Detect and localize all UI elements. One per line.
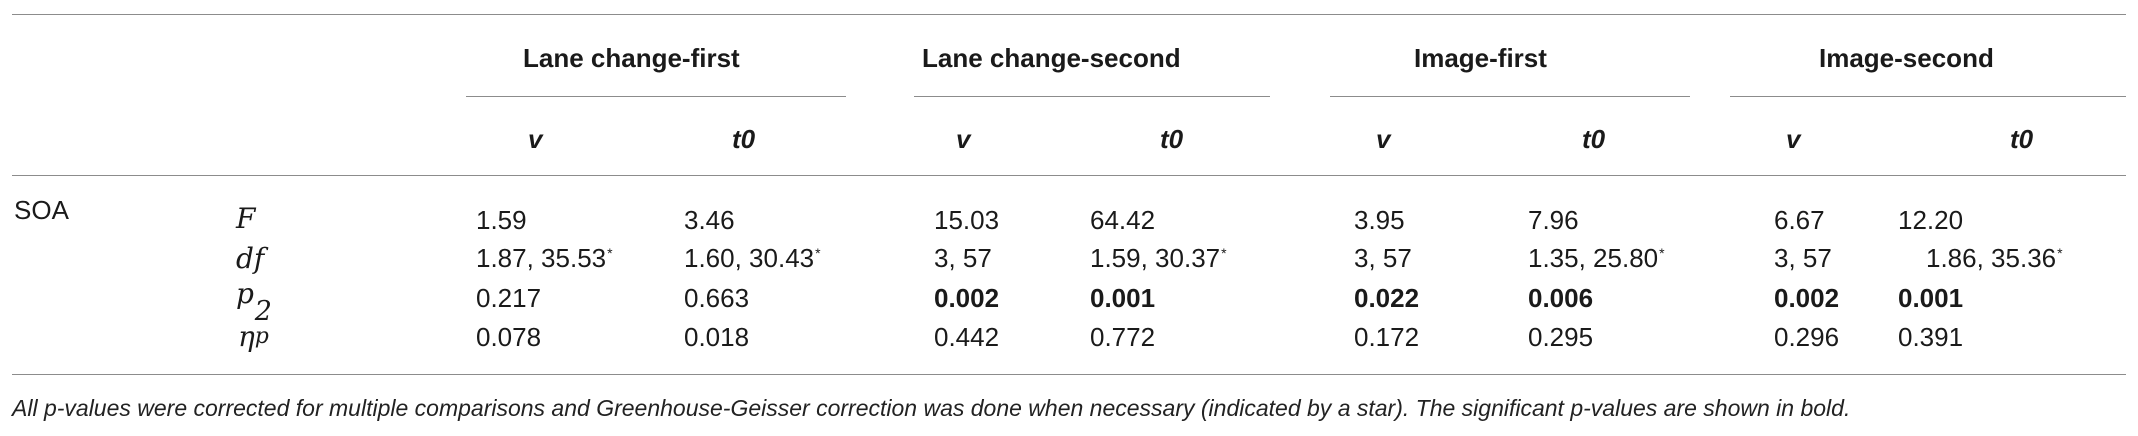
correction-star: * <box>1221 245 1227 261</box>
eta-value: 0.391 <box>1898 322 1964 352</box>
f-value: 1.59 <box>476 205 527 235</box>
p-value-significant: 0.006 <box>1528 283 1594 313</box>
top-rule <box>12 14 2126 15</box>
subheader-t0: t0 <box>2010 124 2034 154</box>
correction-star: * <box>2057 245 2063 261</box>
subheader-v: v <box>1786 124 1801 154</box>
correction-star: * <box>815 245 821 261</box>
table-footnote: All p-values were corrected for multiple… <box>12 395 1851 421</box>
stat-label-df: df <box>236 242 265 275</box>
df-value: 1.59, 30.37* <box>1090 243 1227 273</box>
bottom-rule <box>12 374 2126 375</box>
df-value: 1.60, 30.43* <box>684 243 821 273</box>
f-value: 12.20 <box>1898 205 1964 235</box>
subheader-t0: t0 <box>1582 124 1606 154</box>
eta-value: 0.772 <box>1090 322 1156 352</box>
row-label-soa: SOA <box>14 195 69 225</box>
subheader-v: v <box>956 124 971 154</box>
p-value: 0.663 <box>684 283 750 313</box>
stat-label-p: p <box>236 277 254 310</box>
df-value: 3, 57 <box>934 243 992 273</box>
df-value: 1.35, 25.80* <box>1528 243 1665 273</box>
header-rule <box>12 175 2126 176</box>
eta-symbol: η <box>238 320 255 353</box>
p-value-significant: 0.022 <box>1354 283 1420 313</box>
group-header-lane-change-second: Lane change-second <box>922 43 1181 73</box>
eta-value: 0.442 <box>934 322 1000 352</box>
p-value-significant: 0.001 <box>1090 283 1156 313</box>
group-header-lane-change-first: Lane change-first <box>523 43 740 73</box>
eta-value: 0.078 <box>476 322 542 352</box>
f-value: 3.46 <box>684 205 735 235</box>
p-value-significant: 0.002 <box>1774 283 1840 313</box>
p-value: 0.217 <box>476 283 542 313</box>
eta-value: 0.295 <box>1528 322 1594 352</box>
eta-value: 0.018 <box>684 322 750 352</box>
group-rule-image-second <box>1730 96 2126 97</box>
df-value: 1.87, 35.53* <box>476 243 613 273</box>
correction-star: * <box>1659 245 1665 261</box>
f-value: 3.95 <box>1354 205 1405 235</box>
eta-value: 0.296 <box>1774 322 1840 352</box>
group-rule-image-first <box>1330 96 1690 97</box>
group-header-image-first: Image-first <box>1414 43 1547 73</box>
df-value: 1.86, 35.36* <box>1926 243 2063 273</box>
df-value: 3, 57 <box>1774 243 1832 273</box>
subheader-t0: t0 <box>1160 124 1184 154</box>
f-value: 64.42 <box>1090 205 1156 235</box>
f-value: 7.96 <box>1528 205 1579 235</box>
group-header-image-second: Image-second <box>1819 43 1994 73</box>
eta-subscript: p <box>254 324 269 349</box>
df-value: 3, 57 <box>1354 243 1412 273</box>
stat-label-f: F <box>236 202 256 235</box>
subheader-t0: t0 <box>732 124 756 154</box>
subheader-v: v <box>528 124 543 154</box>
f-value: 15.03 <box>934 205 1000 235</box>
eta-superscript: 2 <box>254 296 272 327</box>
group-rule-lane-change-first <box>466 96 846 97</box>
f-value: 6.67 <box>1774 205 1825 235</box>
correction-star: * <box>607 245 613 261</box>
eta-value: 0.172 <box>1354 322 1420 352</box>
subheader-v: v <box>1376 124 1391 154</box>
p-value-significant: 0.001 <box>1898 283 1964 313</box>
p-value-significant: 0.002 <box>934 283 1000 313</box>
group-rule-lane-change-second <box>914 96 1270 97</box>
